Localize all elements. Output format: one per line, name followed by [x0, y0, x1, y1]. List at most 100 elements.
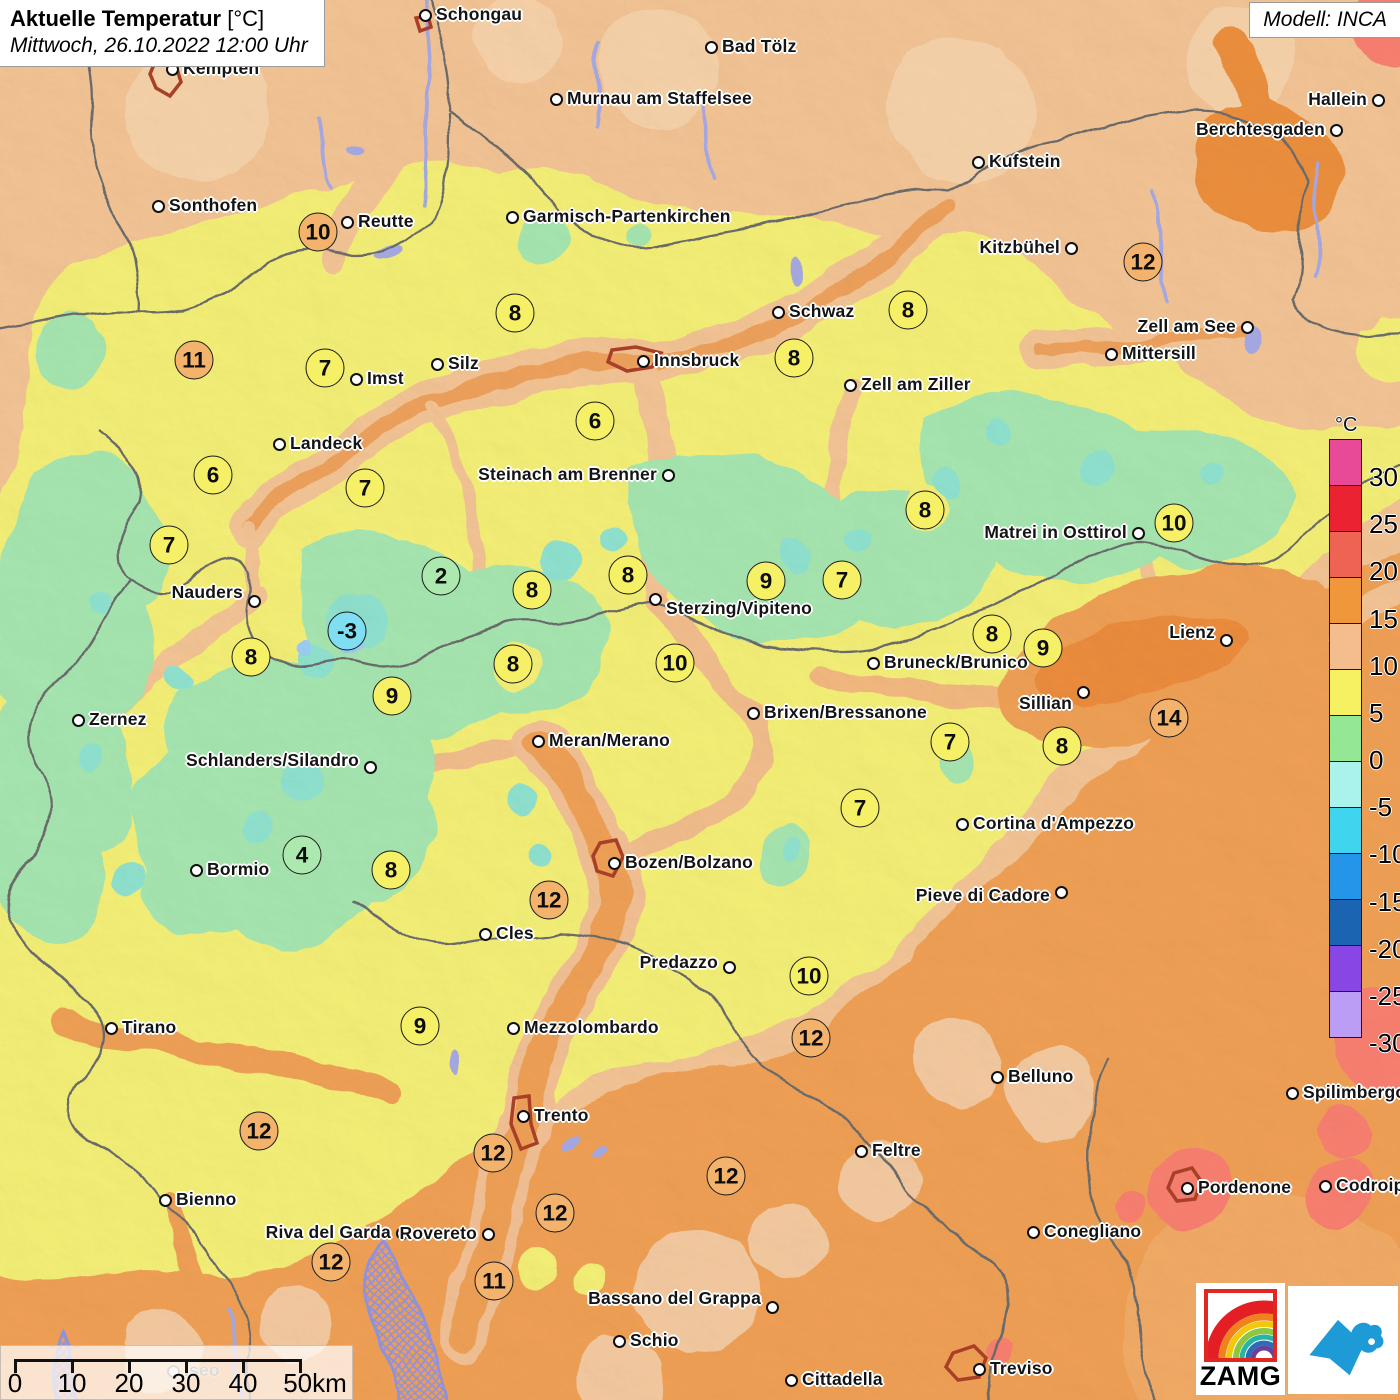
- station-temp--3: -3: [327, 611, 367, 651]
- station-temp-7: 7: [840, 788, 880, 828]
- legend-color-cell: [1329, 484, 1362, 532]
- city-marker-icon: [1318, 1179, 1332, 1193]
- zamg-logo: ZAMG: [1196, 1283, 1285, 1395]
- city-marker-icon: [1219, 633, 1233, 647]
- city-marker-icon: [272, 437, 286, 451]
- title-datetime: Mittwoch, 26.10.2022 12:00 Uhr: [10, 34, 308, 57]
- station-temp-9: 9: [1023, 628, 1063, 668]
- city-label: Zernez: [89, 709, 147, 729]
- city-marker-icon: [506, 1021, 520, 1035]
- city-label: Predazzo: [639, 952, 718, 972]
- city-label: Cles: [496, 923, 534, 943]
- scale-bar-tick: [185, 1359, 188, 1373]
- city-label: Brixen/Bressanone: [764, 702, 927, 722]
- city-marker-icon: [612, 1334, 626, 1348]
- city-marker-icon: [104, 1021, 118, 1035]
- station-temp-10: 10: [655, 643, 695, 683]
- city-label: Mezzolombardo: [524, 1017, 659, 1037]
- station-temp-8: 8: [608, 555, 648, 595]
- legend-color-cell: [1329, 530, 1362, 578]
- station-temp-9: 9: [400, 1006, 440, 1046]
- station-temp-10: 10: [298, 212, 338, 252]
- station-temp-6: 6: [193, 455, 233, 495]
- zamg-wordmark: ZAMG: [1199, 1361, 1282, 1391]
- station-temp-8: 8: [495, 293, 535, 333]
- city-label: Trento: [534, 1105, 589, 1125]
- city-label: Murnau am Staffelsee: [567, 88, 752, 108]
- city-label: Hallein: [1308, 89, 1367, 109]
- station-temp-10: 10: [1154, 503, 1194, 543]
- city-marker-icon: [972, 1362, 986, 1376]
- legend-tick-label: 0: [1369, 745, 1384, 776]
- city-label: Tirano: [122, 1017, 177, 1037]
- title-unit: [°C]: [227, 6, 265, 31]
- city-marker-icon: [395, 1226, 409, 1240]
- scale-bar-line: [15, 1359, 302, 1362]
- legend-color-cell: [1329, 576, 1362, 624]
- station-temp-12: 12: [529, 880, 569, 920]
- city-label: Pordenone: [1198, 1177, 1292, 1197]
- city-marker-icon: [1064, 241, 1078, 255]
- scale-bar-label: 50km: [283, 1368, 347, 1398]
- city-label: Kitzbühel: [979, 237, 1060, 257]
- legend-tick-label: 25: [1369, 509, 1398, 540]
- station-temp-8: 8: [512, 570, 552, 610]
- city-label: Kufstein: [989, 151, 1061, 171]
- legend-color-cell: [1329, 898, 1362, 946]
- station-temp-9: 9: [746, 561, 786, 601]
- legend-color-cell: [1329, 714, 1362, 762]
- station-temp-8: 8: [1042, 726, 1082, 766]
- station-temp-8: 8: [888, 290, 928, 330]
- city-label: Bad Tölz: [722, 36, 797, 56]
- city-label: Sonthofen: [169, 195, 258, 215]
- city-marker-icon: [151, 199, 165, 213]
- city-label: Schio: [630, 1330, 679, 1350]
- scale-bar-tick: [14, 1359, 17, 1373]
- model-label: Modell: INCA: [1263, 8, 1387, 31]
- city-label: Mittersill: [1122, 343, 1196, 363]
- city-marker-icon: [549, 92, 563, 106]
- station-temp-7: 7: [930, 722, 970, 762]
- city-marker-icon: [418, 8, 432, 22]
- city-marker-icon: [71, 713, 85, 727]
- city-marker-icon: [1131, 526, 1145, 540]
- station-temp-8: 8: [493, 644, 533, 684]
- city-marker-icon: [971, 155, 985, 169]
- legend-color-cell: [1329, 806, 1362, 854]
- scale-bar-label: 30: [171, 1368, 201, 1398]
- city-label: Belluno: [1008, 1066, 1074, 1086]
- city-marker-icon: [363, 760, 377, 774]
- scale-bar-tick: [242, 1359, 245, 1373]
- scale-bar-label: 0: [7, 1368, 23, 1398]
- city-label: Treviso: [990, 1358, 1053, 1378]
- station-temp-8: 8: [972, 614, 1012, 654]
- city-label: Cittadella: [802, 1369, 883, 1389]
- scale-bar-tick: [71, 1359, 74, 1373]
- city-marker-icon: [247, 594, 261, 608]
- city-label: Rovereto: [399, 1223, 477, 1243]
- legend-tick-label: -20: [1369, 933, 1400, 964]
- city-marker-icon: [866, 656, 880, 670]
- city-marker-icon: [340, 215, 354, 229]
- mountain-cloud-icon: [1309, 1319, 1384, 1376]
- city-marker-icon: [1076, 685, 1090, 699]
- legend-unit-label: °C: [1335, 414, 1358, 436]
- legend-tick-label: -5: [1369, 792, 1393, 823]
- city-label: Spilimbergo: [1303, 1082, 1400, 1102]
- title-box: Aktuelle Temperatur [°C] Mittwoch, 26.10…: [0, 0, 325, 67]
- page-title: Aktuelle Temperatur [°C]: [10, 6, 308, 32]
- city-marker-icon: [854, 1144, 868, 1158]
- city-marker-icon: [430, 357, 444, 371]
- city-marker-icon: [158, 1193, 172, 1207]
- city-label: Meran/Merano: [549, 730, 671, 750]
- station-temp-12: 12: [311, 1242, 351, 1282]
- legend-color-cell: [1329, 760, 1362, 808]
- city-marker-icon: [607, 856, 621, 870]
- station-temp-2: 2: [421, 556, 461, 596]
- city-label: Bormio: [207, 859, 270, 879]
- station-temp-9: 9: [372, 676, 412, 716]
- legend-bar: [1329, 438, 1362, 1038]
- scale-bar: 0 10 20 30 40 50km: [0, 1345, 353, 1400]
- city-marker-icon: [843, 378, 857, 392]
